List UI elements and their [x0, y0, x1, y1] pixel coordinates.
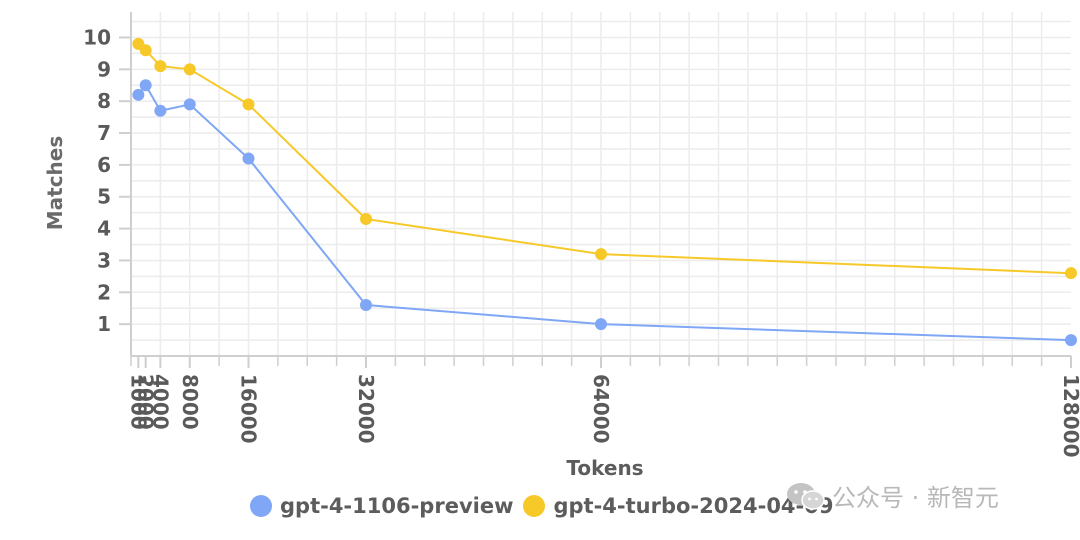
series-1-point[interactable]	[360, 299, 372, 312]
series-1-point[interactable]	[1065, 334, 1077, 347]
series-1-point[interactable]	[154, 104, 167, 117]
y-tick-label: 2	[97, 280, 111, 304]
legend-item-series-1[interactable]: gpt-4-1106-preview	[250, 494, 513, 518]
y-tick-label: 3	[97, 248, 111, 272]
legend-swatch-series-2	[523, 495, 546, 517]
series-layer	[132, 37, 1077, 347]
y-tick-label: 9	[97, 57, 111, 81]
wechat-icon	[786, 481, 826, 511]
watermark: 公众号 · 新智元	[786, 478, 999, 513]
series-1-point[interactable]	[242, 152, 255, 165]
series-2-point[interactable]	[154, 60, 167, 73]
x-tick-label: 8000	[178, 374, 202, 430]
x-tick-label: 128000	[1059, 374, 1080, 458]
watermark-text: 公众号 · 新智元	[832, 484, 999, 512]
series-1-point[interactable]	[595, 318, 607, 331]
legend-label-series-1: gpt-4-1106-preview	[280, 494, 514, 518]
legend-label-series-2: gpt-4-turbo-2024-04-09	[553, 494, 834, 518]
series-2-point[interactable]	[183, 63, 196, 76]
series-1-point[interactable]	[139, 79, 152, 92]
y-tick-label: 6	[97, 153, 111, 177]
y-tick-label: 1	[97, 312, 111, 336]
x-tick-label: 2000	[134, 374, 158, 430]
x-tick-label: 1000	[126, 374, 150, 430]
series-2-point[interactable]	[139, 44, 152, 57]
series-1-point[interactable]	[183, 98, 196, 111]
legend-item-series-2[interactable]: gpt-4-turbo-2024-04-09	[523, 494, 833, 518]
y-tick-label: 4	[97, 217, 111, 241]
series-2-point[interactable]	[1065, 267, 1077, 280]
legend-swatch-series-1	[250, 495, 272, 517]
series-2-point[interactable]	[595, 248, 607, 261]
x-tick-label: 16000	[237, 374, 261, 444]
x-tick-label: 32000	[354, 374, 378, 444]
series-2-point[interactable]	[242, 98, 255, 111]
x-axis-title: Tokens	[566, 456, 643, 480]
y-tick-label: 5	[97, 185, 111, 209]
y-axis-title: Matches	[43, 136, 67, 231]
y-tick-label: 10	[83, 25, 111, 49]
series-1-point[interactable]	[132, 88, 145, 101]
x-tick-label: 64000	[589, 374, 613, 444]
y-tick-label: 8	[97, 89, 111, 113]
x-tick-label: 4000	[148, 374, 172, 430]
series-2-point[interactable]	[360, 213, 372, 226]
y-tick-label: 7	[97, 121, 111, 145]
grid	[131, 12, 1071, 356]
legend: gpt-4-1106-preview gpt-4-turbo-2024-04-0…	[250, 494, 833, 518]
